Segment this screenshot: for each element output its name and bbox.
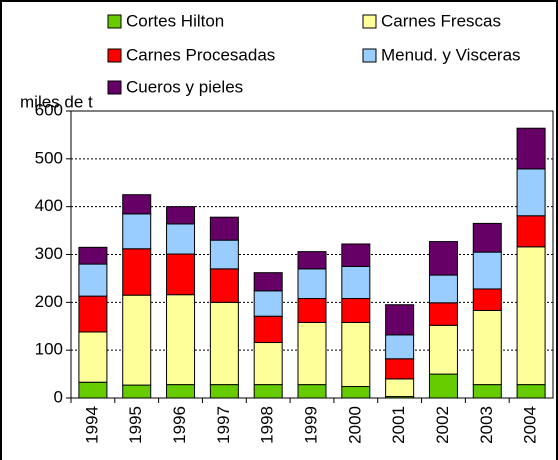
x-tick-label: 2003 [477,406,496,444]
bar-segment [472,384,502,399]
bar-segment [385,358,415,380]
bar-segment [472,222,502,253]
bar-segment [166,384,196,399]
bar-segment [297,251,327,270]
y-tick-label: 400 [35,196,63,215]
x-tick-label: 1996 [170,406,189,444]
bar-segment [122,294,152,386]
bar-segment [253,342,283,386]
legend-label: Menud. y Visceras [381,45,521,64]
bar-segment [428,302,458,326]
legend-label: Cortes Hilton [126,11,224,30]
bar-segment [166,223,196,255]
legend-label: Carnes Procesadas [126,45,275,64]
bar-segment [209,216,239,241]
y-tick-label: 500 [35,148,63,167]
legend-swatch [107,80,122,95]
bar-segment [472,288,502,311]
legend-swatch [362,48,377,63]
bar-segment [516,168,546,217]
bar-segment [253,384,283,399]
bar-segment [385,304,415,336]
legend-swatch [362,14,377,29]
bar-segment [516,384,546,399]
bar-segment [341,386,371,399]
bar-segment [428,324,458,375]
bar-segment [166,253,196,296]
bar-segment [341,265,371,300]
bar-segment [472,309,502,386]
bar-segment [297,384,327,399]
x-tick-label: 1994 [82,406,101,444]
y-tick-label: 200 [35,292,63,311]
bar-segment [516,215,546,248]
bar-segment [78,263,108,297]
x-tick-label: 2000 [345,406,364,444]
bar-segment [341,243,371,267]
bar-segment [253,315,283,344]
bar-segment [122,384,152,399]
bar-segment [209,384,239,399]
bar-segment [385,378,415,398]
bar-segment [166,294,196,386]
bar-segment [428,373,458,399]
legend-swatch [107,14,122,29]
y-tick-label: 0 [54,387,63,406]
bar-segment [428,241,458,276]
bar-segment [166,206,196,225]
bar-segment [472,251,502,290]
x-tick-label: 2002 [433,406,452,444]
x-tick-label: 2004 [521,406,540,444]
bar-segment [385,334,415,360]
bar-segment [428,274,458,304]
bar-segment [78,246,108,265]
bar-segment [122,194,152,215]
bar-segment [209,239,239,270]
x-tick-label: 1995 [126,406,145,444]
bar-segment [122,213,152,250]
legend-swatch [107,48,122,63]
bar-segment [122,248,152,296]
bar-segment [297,321,327,386]
y-axis-label: miles de t [20,92,93,111]
bar-segment [78,331,108,383]
x-tick-label: 2001 [389,406,408,444]
x-tick-label: 1999 [301,406,320,444]
bar-segment [253,272,283,292]
bar-segment [516,127,546,170]
bar-segment [341,298,371,323]
bar-segment [297,298,327,323]
y-tick-label: 600 [35,100,63,119]
legend-label: Carnes Frescas [381,11,501,30]
y-tick-label: 300 [35,244,63,263]
bar-segment [253,290,283,317]
bar-segment [209,268,239,303]
x-tick-label: 1997 [214,406,233,444]
x-tick-label: 1998 [258,406,277,444]
bar-segment [516,246,546,386]
bar-segment [297,268,327,300]
y-tick-label: 100 [35,340,63,359]
legend-label: Cueros y pieles [126,77,243,96]
bar-segment [78,295,108,333]
bar-segment [341,321,371,388]
bar-segment [78,381,108,399]
bar-segment [209,301,239,386]
